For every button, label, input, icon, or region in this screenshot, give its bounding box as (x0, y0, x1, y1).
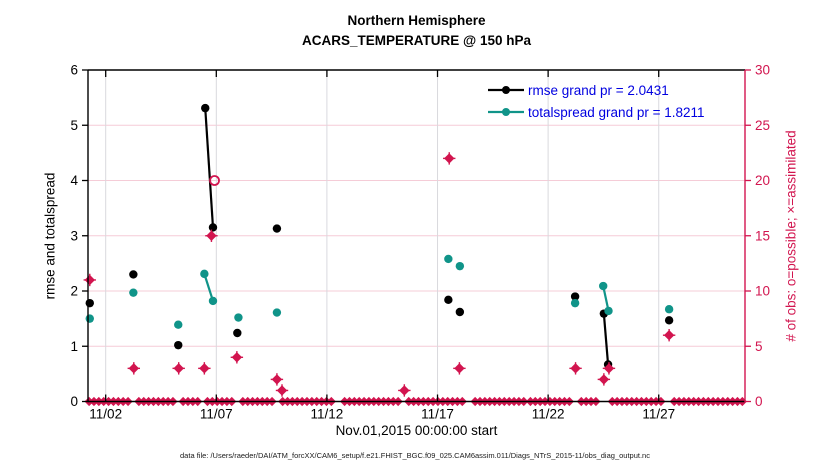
x-axis-label: Nov.01,2015 00:00:00 start (335, 423, 498, 438)
totalspread-point (85, 314, 94, 323)
rmse-point (201, 103, 210, 113)
totalspread-point (174, 320, 183, 329)
x-tick-label: 11/22 (532, 407, 565, 422)
rmse-point (444, 295, 453, 305)
left-tick-label: 2 (70, 284, 78, 299)
left-tick-label: 1 (70, 339, 78, 354)
rmse-point (272, 224, 282, 233)
obs_possible-point (209, 175, 220, 186)
right-tick-label: 20 (755, 173, 770, 188)
chart-title-line2: ACARS_TEMPERATURE @ 150 hPa (302, 33, 531, 48)
right-tick-label: 30 (755, 63, 770, 78)
x-tick-label: 11/07 (200, 407, 233, 422)
totalspread-point (200, 269, 209, 279)
legend-rmse-line-sample (488, 86, 524, 94)
totalspread-point (272, 308, 282, 317)
legend-entry-totalspread: totalspread grand pr = 1.8211 (487, 101, 705, 123)
totalspread-line (602, 285, 610, 312)
rmse-point (455, 307, 465, 317)
legend-rmse-label: rmse grand pr = 2.0431 (528, 82, 669, 98)
right-tick-label: 5 (755, 339, 763, 354)
totalspread-point (664, 305, 674, 314)
totalspread-point (455, 261, 465, 271)
totalspread-line (203, 273, 215, 302)
x-tick-label: 11/12 (311, 407, 344, 422)
legend-totalspread-label: totalspread grand pr = 1.8211 (528, 104, 705, 120)
chart-title-line1: Northern Hemisphere (347, 13, 486, 28)
legend: rmse grand pr = 2.0431 totalspread grand… (487, 79, 705, 123)
rmse-point (129, 270, 138, 279)
left-tick-label: 6 (70, 63, 78, 78)
left-tick-label: 0 (70, 394, 78, 409)
legend-totalspread-line-sample (488, 108, 524, 116)
rmse-point (208, 223, 218, 232)
right-y-axis-label: # of obs: o=possible; ×=assimilated (783, 130, 799, 342)
right-tick-label: 25 (755, 118, 770, 133)
data-file-path: data file: /Users/raeder/DAI/ATM_forcXX/… (180, 451, 650, 460)
rmse-line (204, 108, 215, 228)
rmse-line (602, 313, 610, 365)
left-y-axis-label: rmse and totalspread (42, 172, 58, 300)
x-tick-label: 11/17 (421, 407, 454, 422)
rmse-point (233, 328, 242, 338)
totalspread-point (208, 296, 218, 306)
totalspread-point (129, 288, 138, 297)
left-tick-label: 3 (70, 228, 78, 243)
totalspread-point (444, 254, 453, 264)
totalspread-point (234, 313, 243, 322)
right-tick-label: 10 (755, 284, 770, 299)
left-tick-label: 4 (70, 173, 78, 188)
x-tick-label: 11/02 (89, 407, 122, 422)
totalspread-point (570, 298, 580, 308)
left-tick-label: 5 (70, 118, 78, 133)
right-tick-label: 0 (755, 394, 763, 409)
totalspread-point (604, 306, 613, 316)
x-tick-label: 11/27 (642, 407, 675, 422)
rmse-point (174, 340, 183, 350)
right-tick-label: 15 (755, 228, 770, 243)
totalspread-point (599, 281, 608, 291)
rmse-point (570, 292, 580, 301)
rmse-point (85, 298, 94, 308)
rmse-point (664, 316, 674, 325)
legend-entry-rmse: rmse grand pr = 2.0431 (487, 79, 705, 101)
